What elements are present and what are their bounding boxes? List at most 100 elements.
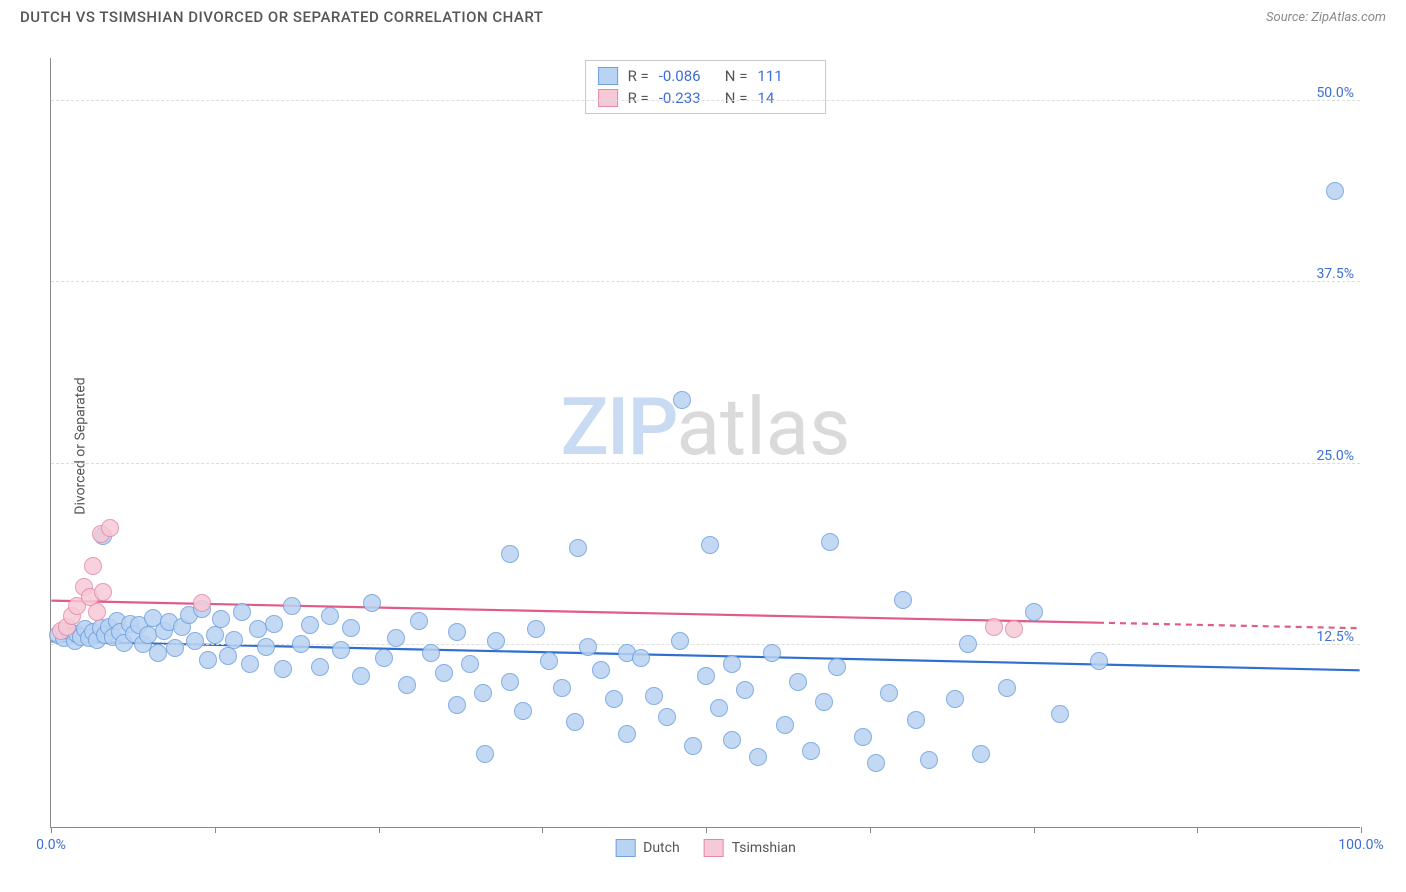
marker-dutch [1051, 705, 1069, 723]
marker-dutch [461, 655, 479, 673]
marker-dutch [212, 610, 230, 628]
r-label: R = [628, 89, 649, 107]
marker-dutch [233, 603, 251, 621]
legend-item-2: Tsimshian [704, 839, 796, 857]
x-tick [870, 827, 871, 833]
marker-tsimshian [985, 618, 1003, 636]
marker-dutch [448, 623, 466, 641]
n-label: N = [725, 89, 748, 107]
marker-dutch [311, 658, 329, 676]
y-tick-label: 12.5% [1316, 629, 1354, 645]
marker-dutch [566, 713, 584, 731]
marker-tsimshian [88, 603, 106, 621]
marker-dutch [422, 644, 440, 662]
x-tick [542, 827, 543, 833]
marker-dutch [265, 615, 283, 633]
marker-tsimshian [1005, 620, 1023, 638]
marker-dutch [149, 644, 167, 662]
n-value-2: 14 [757, 89, 813, 107]
marker-dutch [645, 687, 663, 705]
marker-dutch [710, 699, 728, 717]
marker-dutch [435, 664, 453, 682]
marker-dutch [487, 632, 505, 650]
watermark-bold: ZIP [561, 380, 677, 474]
n-label: N = [725, 67, 748, 85]
marker-dutch [671, 632, 689, 650]
gridline [51, 644, 1360, 645]
x-tick [51, 827, 52, 833]
marker-dutch [1025, 603, 1043, 621]
marker-dutch [880, 684, 898, 702]
marker-dutch [946, 690, 964, 708]
marker-dutch [789, 673, 807, 691]
marker-dutch [723, 731, 741, 749]
marker-dutch [802, 742, 820, 760]
marker-tsimshian [84, 557, 102, 575]
marker-dutch [514, 702, 532, 720]
marker-dutch [592, 661, 610, 679]
marker-dutch [410, 612, 428, 630]
watermark-light: atlas [677, 380, 851, 474]
marker-dutch [241, 655, 259, 673]
marker-dutch [763, 644, 781, 662]
marker-dutch [894, 591, 912, 609]
marker-dutch [398, 676, 416, 694]
marker-dutch [776, 716, 794, 734]
marker-dutch [959, 635, 977, 653]
marker-dutch [579, 638, 597, 656]
r-value-2: -0.233 [659, 89, 715, 107]
marker-dutch [501, 545, 519, 563]
n-value-1: 111 [757, 67, 813, 85]
marker-dutch [701, 536, 719, 554]
marker-dutch [186, 632, 204, 650]
legend-item-1: Dutch [615, 839, 680, 857]
marker-dutch [828, 658, 846, 676]
marker-dutch [749, 748, 767, 766]
stats-legend: R = -0.086 N = 111 R = -0.233 N = 14 [585, 60, 827, 114]
r-label: R = [628, 67, 649, 85]
series-legend: Dutch Tsimshian [615, 839, 796, 857]
marker-dutch [569, 539, 587, 557]
trend-lines [51, 58, 1360, 827]
x-tick [379, 827, 380, 833]
legend-label-1: Dutch [643, 840, 680, 856]
stats-row-1: R = -0.086 N = 111 [598, 65, 814, 87]
y-tick-label: 50.0% [1316, 85, 1354, 101]
legend-swatch-2 [704, 839, 724, 857]
marker-dutch [540, 652, 558, 670]
marker-dutch [658, 708, 676, 726]
stats-swatch-2 [598, 89, 618, 107]
marker-dutch [375, 649, 393, 667]
marker-tsimshian [193, 594, 211, 612]
x-tick [1034, 827, 1035, 833]
marker-dutch [292, 635, 310, 653]
marker-dutch [166, 639, 184, 657]
chart-title: DUTCH VS TSIMSHIAN DIVORCED OR SEPARATED… [20, 8, 543, 26]
marker-dutch [618, 725, 636, 743]
marker-dutch [553, 679, 571, 697]
marker-dutch [684, 737, 702, 755]
x-tick [706, 827, 707, 833]
stats-swatch-1 [598, 67, 618, 85]
marker-dutch [342, 619, 360, 637]
marker-dutch [736, 681, 754, 699]
x-tick [1361, 827, 1362, 833]
marker-dutch [920, 751, 938, 769]
marker-dutch [907, 711, 925, 729]
marker-dutch [673, 391, 691, 409]
marker-dutch [632, 649, 650, 667]
marker-dutch [257, 638, 275, 656]
stats-row-2: R = -0.233 N = 14 [598, 87, 814, 109]
marker-dutch [219, 647, 237, 665]
x-tick [215, 827, 216, 833]
y-tick-label: 25.0% [1316, 448, 1354, 464]
marker-dutch [476, 745, 494, 763]
r-value-1: -0.086 [659, 67, 715, 85]
marker-dutch [527, 620, 545, 638]
gridline [51, 281, 1360, 282]
marker-dutch [206, 626, 224, 644]
marker-dutch [501, 673, 519, 691]
marker-dutch [1326, 182, 1344, 200]
watermark: ZIPatlas [561, 380, 851, 474]
source-attribution: Source: ZipAtlas.com [1266, 10, 1386, 25]
